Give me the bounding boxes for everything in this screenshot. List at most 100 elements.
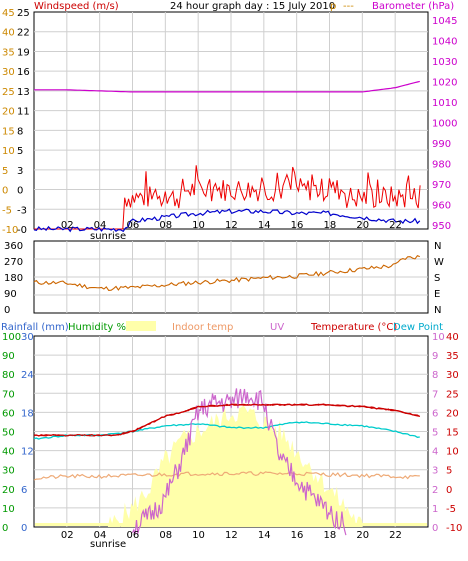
y-tick-label: 0 (432, 523, 438, 534)
panel3-legend-uv: UV (270, 322, 284, 333)
panel1-legend-p: p (330, 1, 336, 12)
y-tick-label: 10 (446, 447, 459, 458)
x-tick-label: 08 (159, 530, 172, 541)
panel3-sunrise-label: sunrise (90, 539, 126, 550)
y-tick-label: 35 (2, 47, 15, 58)
y-tick-label: 30 (2, 466, 15, 477)
y-tick-label: S (434, 273, 440, 284)
temperature-line (33, 403, 420, 437)
y-tick-label: 180 (4, 273, 23, 284)
y-tick-label: 15 (446, 428, 459, 439)
panel1-right-title: Barometer (hPa) (372, 1, 454, 12)
x-tick-label: 14 (258, 220, 271, 231)
y-tick-label: 8 (432, 370, 438, 381)
y-tick-label: E (434, 289, 440, 300)
x-tick-label: 04 (94, 530, 107, 541)
y-tick-label: 270 (4, 257, 23, 268)
x-tick-label: 06 (127, 220, 140, 231)
panel3-series (33, 388, 427, 536)
y-tick-label: 0 (21, 523, 27, 534)
panel1-x-ticks: 02 04 06 08 10 12 14 16 18 20 22 (61, 220, 402, 231)
y-tick-label: 990 (432, 139, 451, 150)
humidity-line (33, 471, 420, 481)
y-tick-label: -0 (17, 225, 27, 236)
y-tick-label: 20 (2, 107, 15, 118)
y-tick-label: 25 (2, 87, 15, 98)
panel1-legend-dash: --- (343, 1, 354, 12)
y-tick-label: 30 (21, 332, 34, 343)
y-tick-label: 10 (2, 146, 15, 157)
y-tick-label: -3 (17, 205, 27, 216)
y-tick-label: 16 (17, 67, 30, 78)
y-tick-label: -10 (446, 523, 462, 534)
panel1-grid (34, 12, 428, 229)
y-tick-label: 45 (2, 8, 15, 19)
y-tick-label: 1030 (432, 57, 457, 68)
y-tick-label: 18 (21, 408, 34, 419)
x-tick-label: 16 (291, 530, 304, 541)
y-tick-label: -5 (446, 504, 456, 515)
rainfall-baseline (35, 523, 427, 526)
x-tick-label: 12 (225, 530, 238, 541)
panel1-sunrise-label: sunrise (90, 231, 126, 242)
y-tick-label: 20 (446, 408, 459, 419)
y-tick-label: 11 (17, 107, 30, 118)
y-tick-label: 20 (2, 485, 15, 496)
panel3-legend-rainfall: Rainfall (mm) (1, 322, 69, 333)
y-tick-label: 6 (21, 485, 27, 496)
y-tick-label: 40 (2, 447, 15, 458)
y-tick-label: 5 (446, 466, 452, 477)
x-tick-label: 12 (225, 220, 238, 231)
y-tick-label: 0 (17, 186, 23, 197)
y-tick-label: 970 (432, 180, 451, 191)
x-tick-label: 02 (61, 530, 74, 541)
panel2-grid (34, 241, 428, 313)
y-tick-label: 25 (446, 389, 459, 400)
y-tick-label: N (434, 241, 441, 252)
y-tick-label: 360 (4, 241, 23, 252)
y-tick-label: 35 (446, 351, 459, 362)
y-tick-label: 90 (4, 289, 17, 300)
windspeed-avg-line (33, 208, 421, 233)
x-tick-label: 22 (389, 220, 402, 231)
y-tick-label: 0 (4, 305, 10, 316)
y-tick-label: 90 (2, 351, 15, 362)
wind-direction-line (33, 255, 420, 291)
y-tick-label: 100 (2, 332, 21, 343)
y-tick-label: 1 (432, 504, 438, 515)
y-tick-label: 40 (446, 332, 459, 343)
y-tick-label: 70 (2, 389, 15, 400)
y-tick-label: 24 (21, 370, 34, 381)
y-tick-label: 60 (2, 408, 15, 419)
x-tick-label: 18 (324, 220, 337, 231)
y-tick-label: W (434, 257, 444, 268)
x-tick-label: 22 (389, 530, 402, 541)
x-tick-label: 08 (159, 220, 172, 231)
y-tick-label: 0 (2, 186, 8, 197)
y-tick-label: 5 (17, 146, 23, 157)
panel3-legend-dewpoint: Dew Point (393, 322, 443, 333)
panel2-series (33, 255, 420, 291)
y-tick-label: -10 (2, 225, 18, 236)
y-tick-label: 15 (2, 126, 15, 137)
y-tick-label: 30 (2, 67, 15, 78)
y-tick-label: 30 (446, 370, 459, 381)
y-tick-label: 80 (2, 370, 15, 381)
x-tick-label: 10 (192, 220, 205, 231)
panel3-legend-humidity: Humidity % (68, 322, 126, 333)
x-tick-label: 06 (127, 530, 140, 541)
y-tick-label: 7 (432, 389, 438, 400)
x-tick-label: 04 (94, 220, 107, 231)
barometer-line (34, 80, 420, 93)
uv-line (131, 388, 347, 536)
y-tick-label: 1045 (432, 16, 457, 27)
y-tick-label: -5 (2, 205, 12, 216)
y-tick-label: 22 (17, 28, 30, 39)
y-tick-label: 1020 (432, 78, 457, 89)
y-tick-label: 3 (17, 166, 23, 177)
y-tick-label: 40 (2, 28, 15, 39)
x-tick-label: 14 (258, 530, 271, 541)
